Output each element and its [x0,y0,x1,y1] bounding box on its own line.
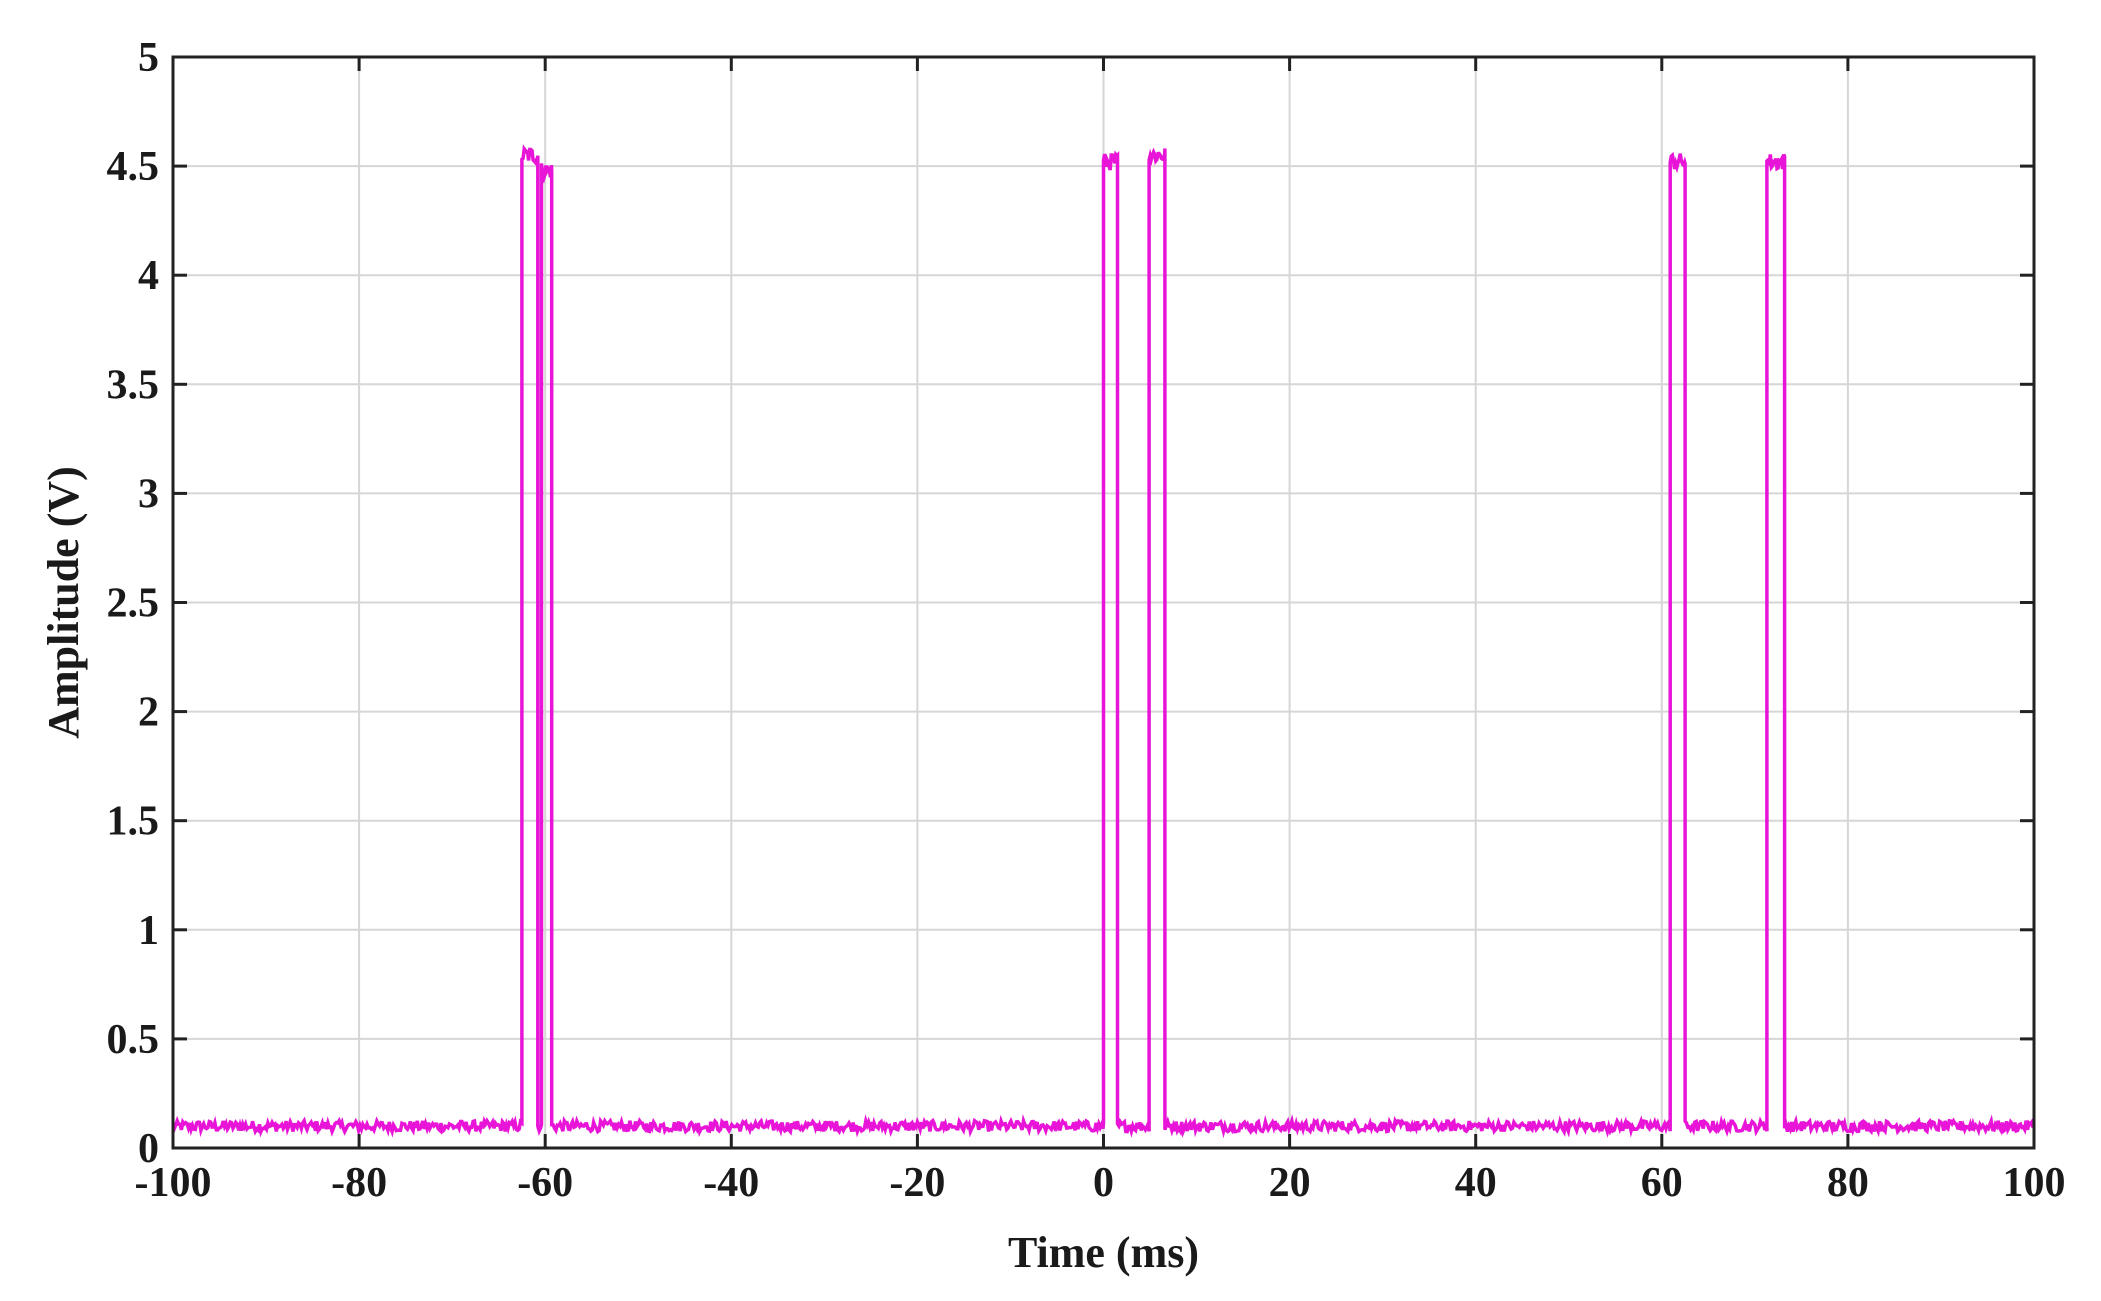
tick-marks [171,55,2036,1150]
x-tick-label: 0 [1093,1160,1114,1206]
y-tick-labels: 0 0.5 1 1.5 2 2.5 3 3.5 4 4.5 5 [107,35,160,1172]
x-tick-label: 40 [1455,1160,1497,1206]
x-axis-label: Time (ms) [1008,1228,1199,1277]
y-tick-label: 1.5 [107,799,160,845]
y-tick-label: 1 [138,908,159,954]
x-tick-label: 80 [1827,1160,1869,1206]
series-line-0 [171,144,2035,1139]
x-tick-label: -20 [889,1160,945,1206]
y-tick-label: 5 [138,35,159,81]
y-tick-label: 0.5 [107,1017,160,1063]
y-tick-label: 0 [138,1126,159,1172]
x-tick-label: 20 [1269,1160,1311,1206]
y-tick-label: 3 [138,471,159,517]
y-tick-label: 3.5 [107,362,160,408]
y-axis-label: Amplitude (V) [39,466,88,739]
x-tick-label: -100 [135,1160,212,1206]
y-tick-label: 2.5 [107,581,160,627]
y-tick-label: 4 [138,253,159,299]
x-tick-labels: -100 -80 -60 -40 -20 0 20 40 60 80 100 [135,1160,2066,1206]
y-tick-label: 2 [138,690,159,736]
y-tick-label: 4.5 [107,144,160,190]
x-tick-label: 60 [1641,1160,1683,1206]
x-tick-label: -60 [517,1160,573,1206]
x-tick-label: 100 [2003,1160,2066,1206]
series-layer [171,144,2035,1139]
x-tick-label: -40 [703,1160,759,1206]
x-tick-label: -80 [331,1160,387,1206]
